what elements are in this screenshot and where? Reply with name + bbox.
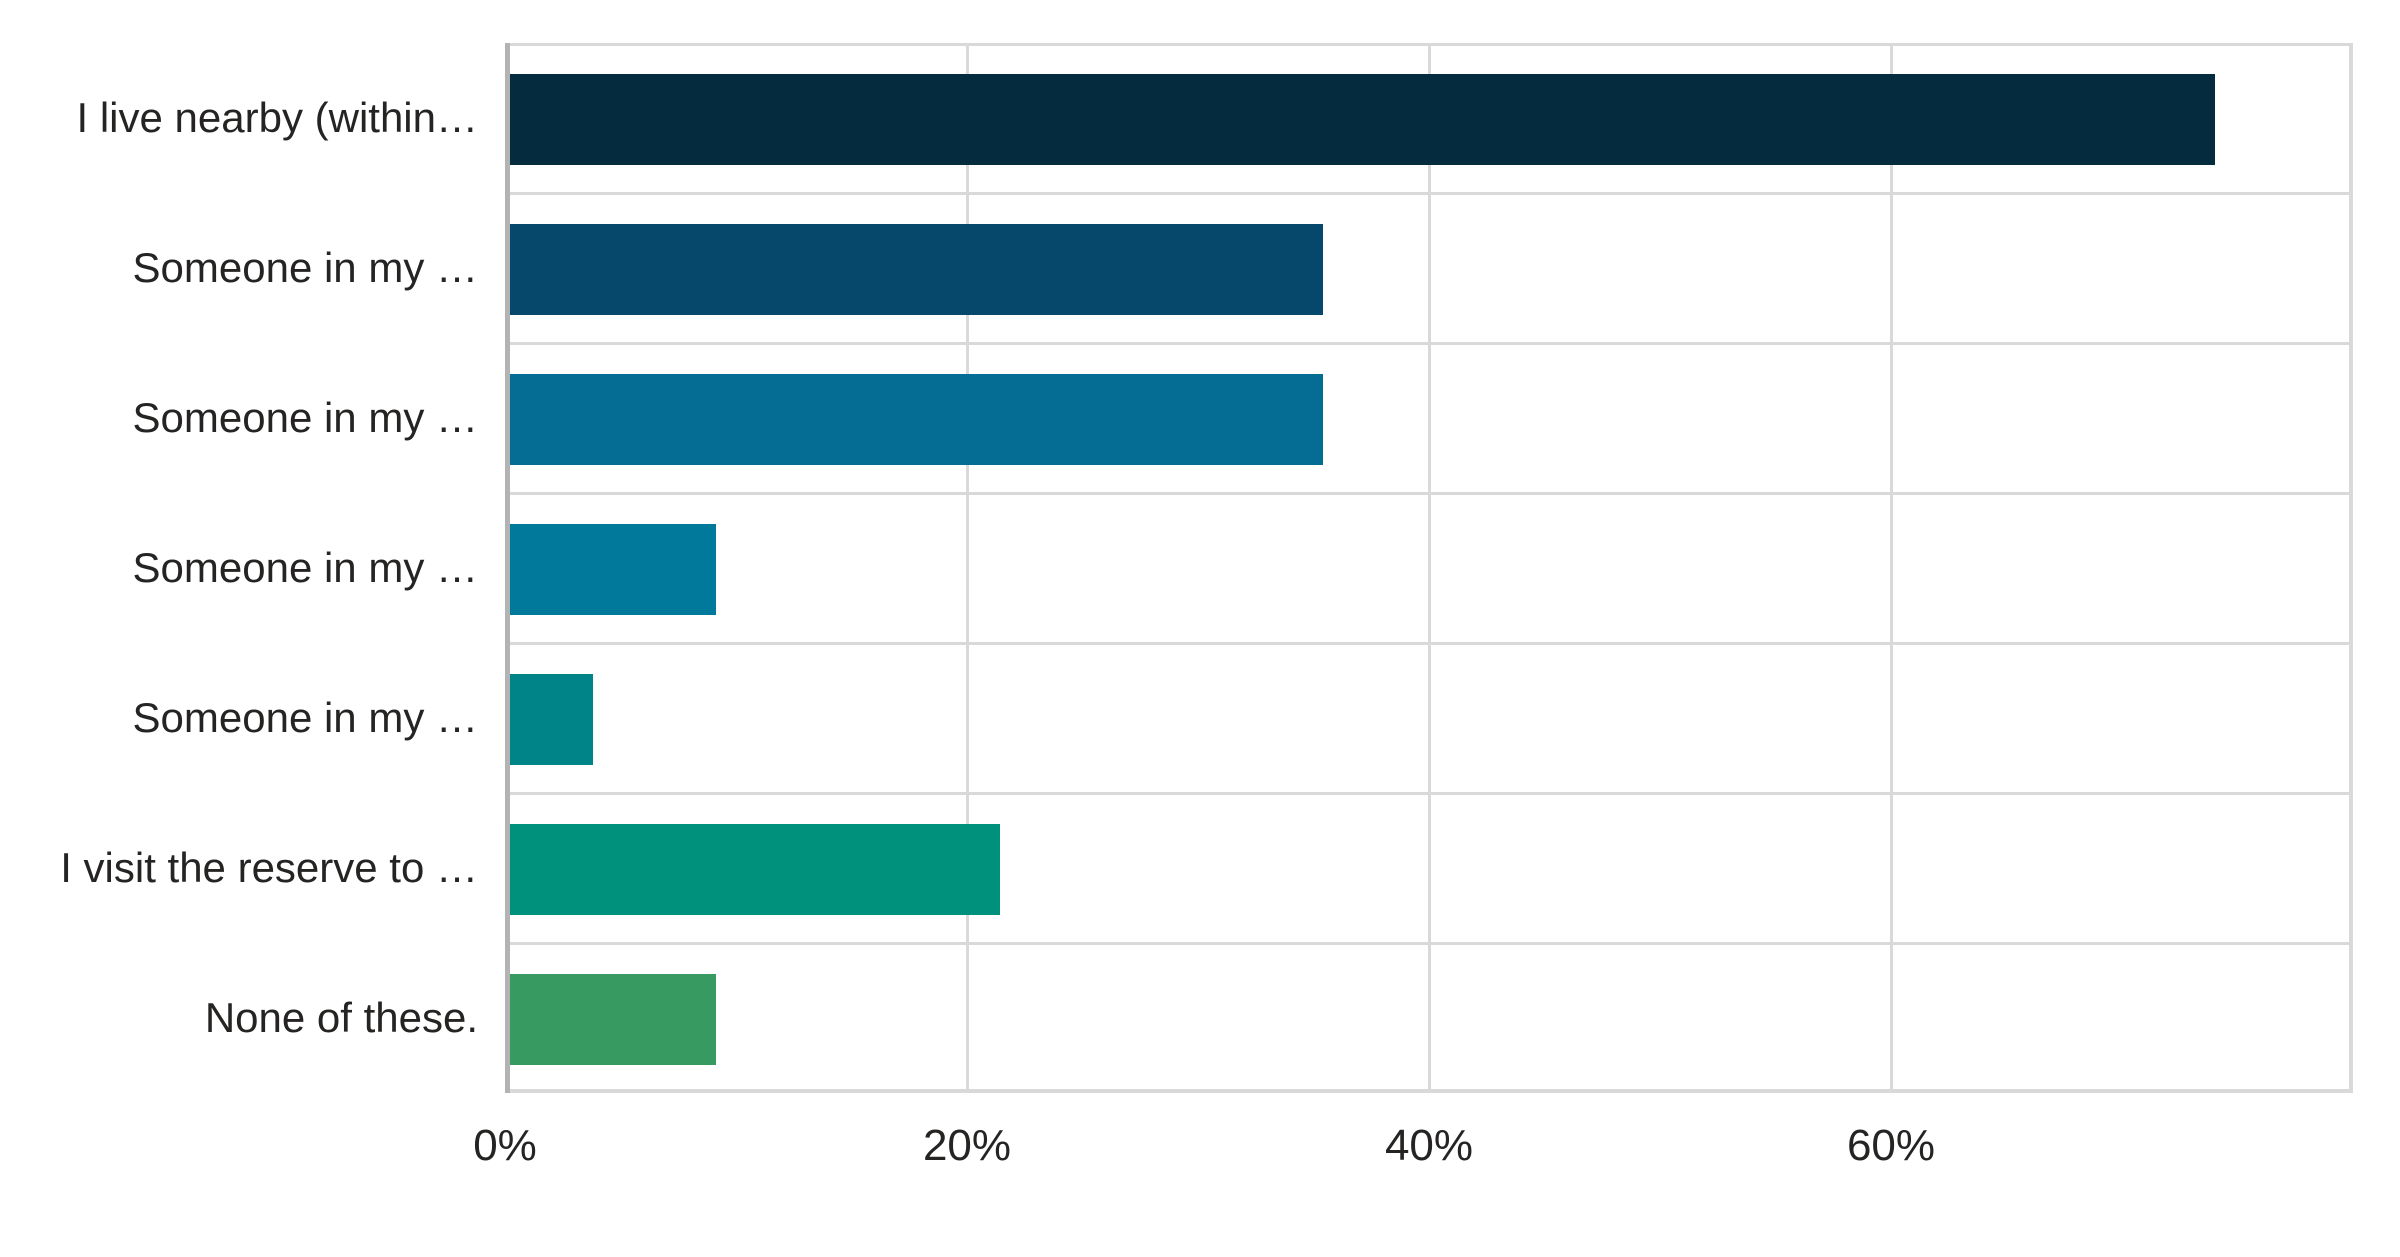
bar xyxy=(510,824,1000,915)
x-axis-tick-label: 40% xyxy=(1384,1121,1474,1170)
x-axis-ticks: 0% 20% 40% 60% xyxy=(0,1124,2400,1184)
category-label: Someone in my … xyxy=(132,693,478,741)
row-separator xyxy=(505,642,2353,645)
vertical-gridline xyxy=(965,43,969,1093)
plot-area xyxy=(505,43,2353,1093)
vertical-gridline xyxy=(1889,43,1893,1093)
x-axis-tick-label: 20% xyxy=(922,1121,1012,1170)
bar xyxy=(510,974,716,1065)
bar xyxy=(510,224,1323,315)
bar xyxy=(510,674,593,765)
category-label: Someone in my … xyxy=(132,393,478,441)
category-label: Someone in my … xyxy=(132,243,478,291)
x-axis-tick-label: 0% xyxy=(473,1121,537,1170)
category-label: Someone in my … xyxy=(132,543,478,591)
category-label: I live nearby (within… xyxy=(76,93,478,141)
vertical-gridline xyxy=(1427,43,1431,1093)
category-label: I visit the reserve to … xyxy=(60,843,478,891)
x-axis-tick-label: 60% xyxy=(1846,1121,1936,1170)
category-labels: I live nearby (within… Someone in my … Som… xyxy=(0,43,478,1093)
row-separator xyxy=(505,342,2353,345)
y-axis-line xyxy=(505,43,510,1093)
row-separator xyxy=(505,192,2353,195)
row-separator xyxy=(505,942,2353,945)
bar xyxy=(510,524,716,615)
bar xyxy=(510,74,2215,165)
category-label: None of these. xyxy=(204,993,478,1041)
row-separator xyxy=(505,792,2353,795)
plot-border-right xyxy=(2349,43,2353,1093)
row-separator xyxy=(505,492,2353,495)
bar xyxy=(510,374,1323,465)
